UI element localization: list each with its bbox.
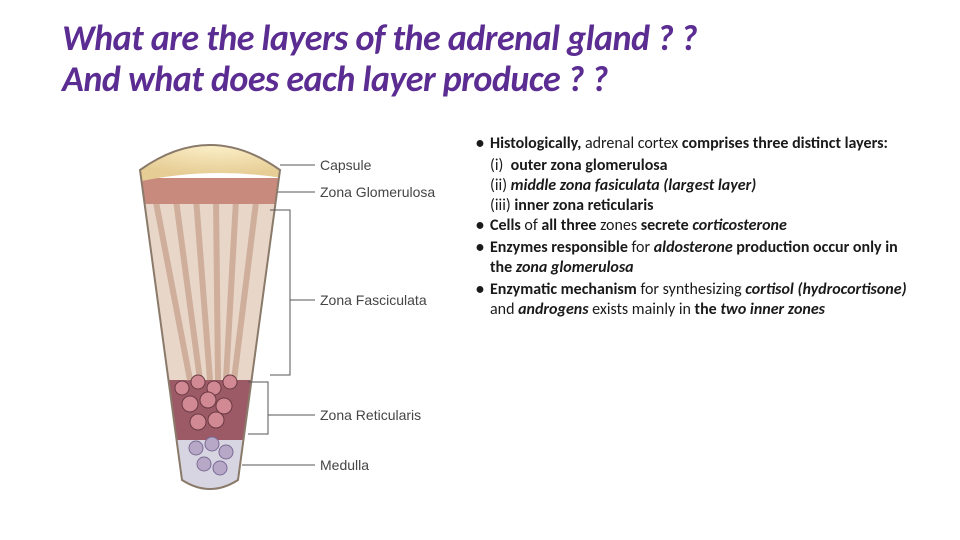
- diagram-label: Zona Reticularis: [320, 407, 421, 423]
- bullet-marker: •: [470, 280, 490, 320]
- bullet-marker: •: [470, 216, 490, 236]
- bullets-column: •Histologically, adrenal cortex comprise…: [470, 130, 940, 530]
- bullet-text: Enzymes responsible for aldosterone prod…: [490, 238, 910, 278]
- bullet-marker: •: [470, 134, 490, 154]
- title-line-1: What are the layers of the adrenal gland…: [62, 18, 902, 59]
- bullet-subline: (i) outer zona glomerulosa: [470, 156, 910, 176]
- diagram-label: Medulla: [320, 457, 369, 473]
- bullet-item: •Enzymatic mechanism for synthesizing co…: [470, 280, 910, 320]
- page-title: What are the layers of the adrenal gland…: [62, 18, 902, 101]
- diagram-label: Zona Fasciculata: [320, 292, 427, 308]
- diagram-label: Capsule: [320, 157, 372, 173]
- adrenal-diagram: Capsule Zona Glomerulosa Zona Fasciculata Z…: [120, 130, 460, 510]
- title-line-2: And what does each layer produce ? ?: [62, 59, 902, 100]
- bullet-subline: (iii) inner zona reticularis: [470, 196, 910, 216]
- bullet-item: •Enzymes responsible for aldosterone pro…: [470, 238, 910, 278]
- bullet-subline: (ii) middle zona fasiculata (largest lay…: [470, 176, 910, 196]
- content-row: Capsule Zona Glomerulosa Zona Fasciculata Z…: [0, 130, 960, 530]
- bullet-text: Enzymatic mechanism for synthesizing cor…: [490, 280, 910, 320]
- bullet-item: •Cells of all three zones secrete cortic…: [470, 216, 910, 236]
- bullet-text: Histologically, adrenal cortex comprises…: [490, 134, 910, 154]
- diagram-label: Zona Glomerulosa: [320, 184, 435, 200]
- bullet-marker: •: [470, 238, 490, 278]
- bullet-item: •Histologically, adrenal cortex comprise…: [470, 134, 910, 154]
- diagram-column: Capsule Zona Glomerulosa Zona Fasciculata Z…: [0, 130, 470, 530]
- bullet-text: Cells of all three zones secrete cortico…: [490, 216, 910, 236]
